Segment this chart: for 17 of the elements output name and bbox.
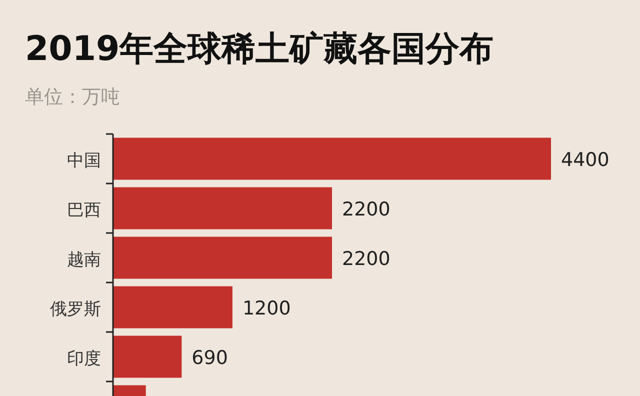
data-label: 690: [192, 346, 228, 369]
data-label: 4400: [561, 148, 610, 171]
y-tick-label: 俄罗斯: [50, 299, 101, 320]
chart-title: 2019年全球稀土矿藏各国分布: [25, 29, 494, 69]
data-label: 1200: [242, 297, 291, 320]
y-tick-label: 印度: [67, 348, 101, 369]
bar: [113, 236, 332, 279]
y-tick-label: 中国: [67, 150, 101, 171]
y-tick-label: 越南: [67, 250, 101, 270]
y-tick-label: 巴西: [67, 200, 101, 220]
data-label: 2200: [342, 198, 390, 220]
data-label: 2200: [342, 248, 390, 270]
bar: [113, 187, 332, 230]
bar: [113, 336, 182, 378]
bar: [113, 138, 551, 180]
chart-subtitle: 单位：万吨: [25, 86, 120, 108]
bar: [113, 286, 232, 328]
